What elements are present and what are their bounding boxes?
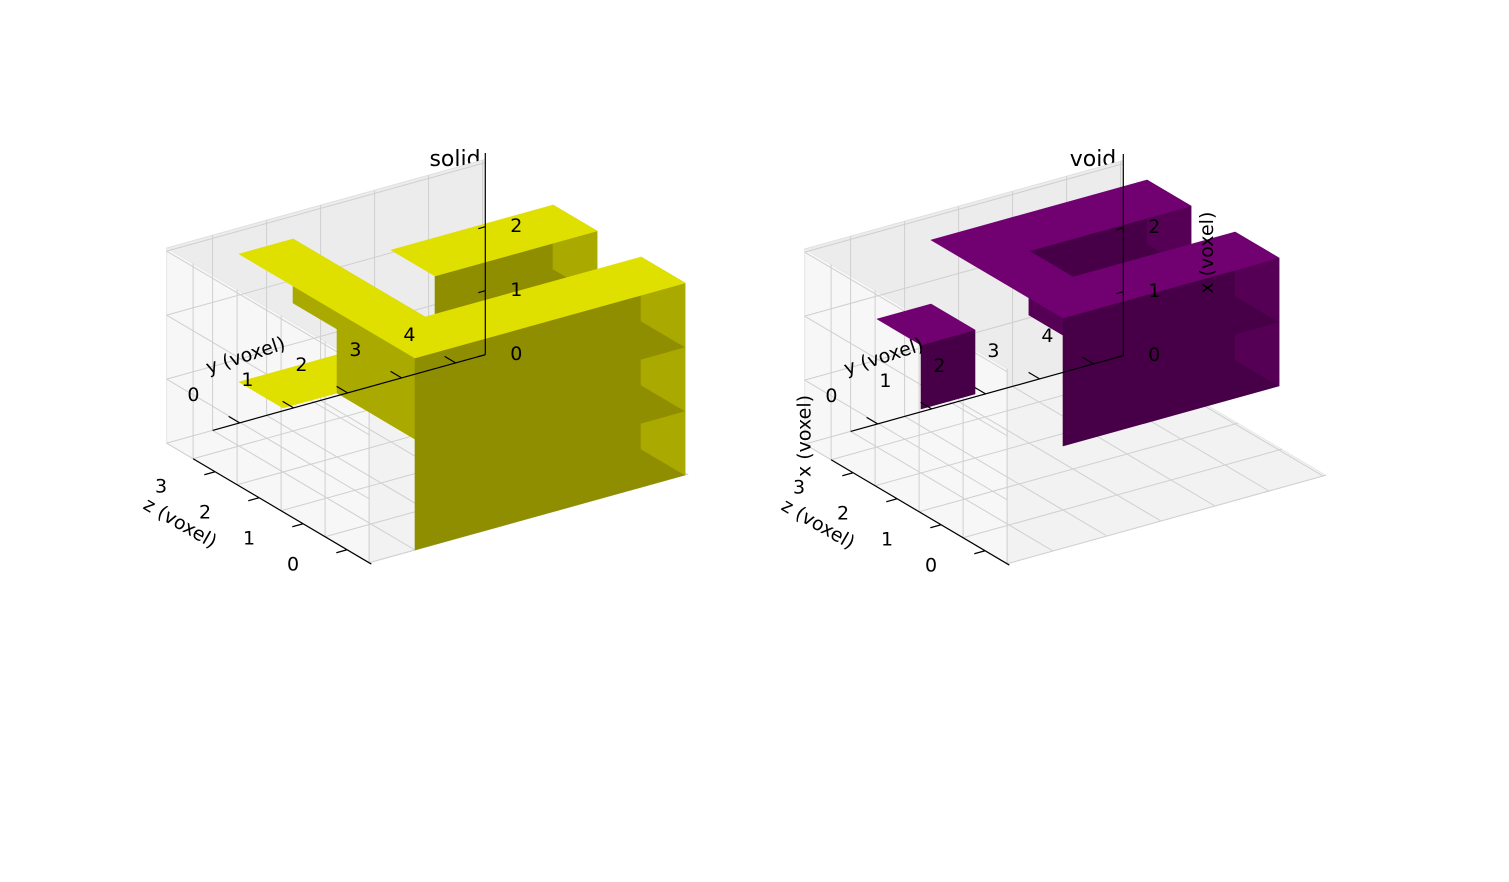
x-tick-label: 1 — [1148, 280, 1160, 302]
x-tick — [478, 226, 486, 230]
y-tick-label: 0 — [187, 384, 199, 406]
gridline — [904, 415, 1108, 537]
voxels — [238, 204, 686, 551]
voxel — [1072, 261, 1172, 368]
z-tick-label: 0 — [287, 553, 299, 575]
gridline — [804, 163, 1124, 253]
y-tick-label: 3 — [349, 339, 361, 361]
y-tick-label: 2 — [933, 355, 945, 377]
z-tick-label: 1 — [243, 527, 255, 549]
voxel — [1180, 231, 1280, 338]
x-tick — [478, 290, 486, 294]
gridline — [958, 400, 1162, 522]
z-tick — [886, 498, 898, 503]
x-tick-label: 0 — [1148, 344, 1160, 366]
y-tick-label: 4 — [1041, 325, 1053, 347]
x-tick-label: 2 — [1148, 216, 1160, 238]
y-tick — [920, 401, 932, 410]
z-tick-label: 1 — [881, 528, 893, 550]
y-tick — [444, 355, 456, 364]
x-tick — [478, 354, 486, 358]
z-tick-label: 3 — [155, 475, 167, 497]
z-tick — [248, 497, 260, 502]
y-tick — [1082, 356, 1094, 365]
y-axis-line — [850, 355, 1124, 432]
z-tick — [930, 524, 942, 529]
y-tick — [866, 416, 878, 425]
voxel — [1018, 276, 1118, 383]
voxel-top-face — [586, 256, 686, 299]
z-axis-line — [830, 459, 1010, 566]
y-tick-label: 2 — [295, 354, 307, 376]
x-tick — [1116, 355, 1124, 359]
z-tick — [336, 549, 348, 554]
y-tick — [282, 400, 294, 409]
gridline — [962, 448, 1282, 539]
gridline — [804, 379, 1008, 501]
z-tick — [974, 550, 986, 555]
gridline — [850, 430, 1054, 552]
voxel — [586, 256, 686, 363]
z-tick-label: 2 — [199, 501, 211, 523]
voxel-top-face — [876, 303, 976, 346]
voxels — [876, 179, 1280, 447]
gridline — [212, 429, 416, 551]
y-tick — [974, 386, 986, 395]
x-tick-label: 2 — [510, 215, 522, 237]
gridline — [918, 422, 1238, 513]
y-tick — [336, 385, 348, 394]
y-tick — [1028, 371, 1040, 380]
z-axis-line — [192, 458, 372, 565]
z-tick — [842, 472, 854, 477]
voxel-top-face — [1092, 179, 1192, 222]
y-tick — [228, 415, 240, 424]
y-tick-label: 1 — [879, 370, 891, 392]
x-axis-label: x (voxel) — [1196, 212, 1218, 294]
z-tick-label: 0 — [925, 554, 937, 576]
y-axis-line — [212, 354, 486, 431]
voxel — [1126, 246, 1226, 353]
z-tick — [292, 523, 304, 528]
y-tick — [390, 370, 402, 379]
x-tick-label: 0 — [510, 343, 522, 365]
x-tick-label: 1 — [510, 279, 522, 301]
z-tick — [204, 471, 216, 476]
z-tick-label: 3 — [793, 476, 805, 498]
y-tick-label: 0 — [825, 385, 837, 407]
gridline — [1006, 474, 1326, 565]
y-tick-label: 3 — [987, 340, 999, 362]
gridline — [166, 378, 370, 500]
x-tick — [1116, 291, 1124, 295]
voxel-top-face — [1180, 231, 1280, 274]
x-axis-label-left: x (voxel) — [794, 395, 816, 477]
voxel — [876, 303, 976, 410]
gridline — [1012, 385, 1216, 507]
gridline — [166, 290, 486, 380]
gridline — [804, 315, 1008, 437]
gridline — [166, 250, 370, 372]
z-tick-label: 2 — [837, 502, 849, 524]
gridline — [166, 162, 486, 252]
y-tick-label: 4 — [403, 324, 415, 346]
x-tick — [1116, 227, 1124, 231]
y-tick-label: 1 — [241, 369, 253, 391]
voxel-top-face — [498, 204, 598, 247]
